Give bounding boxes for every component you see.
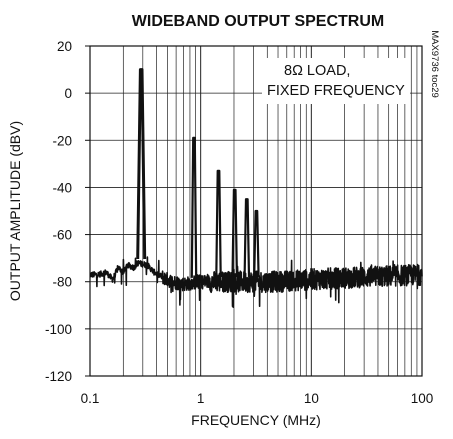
plot-frame [89, 45, 423, 377]
x-tick-label: 0.1 [81, 391, 100, 406]
x-axis-label: FREQUENCY (MHz) [191, 412, 321, 428]
y-tick-label: -20 [52, 133, 72, 148]
y-tick-label: -80 [52, 275, 72, 290]
annotation-backdrop [262, 58, 410, 104]
harmonic-peak [215, 169, 222, 278]
y-tick-label: 20 [57, 39, 72, 54]
y-tick-label: 0 [64, 86, 72, 101]
y-tick-label: -60 [52, 228, 72, 243]
x-tick-label: 10 [304, 391, 319, 406]
spectrum-trace [89, 68, 423, 308]
y-tick-label: -40 [52, 180, 72, 195]
annotation-line-1: 8Ω LOAD, [284, 63, 350, 79]
chart-title: WIDEBAND OUTPUT SPECTRUM [132, 13, 384, 30]
harmonic-peak [231, 188, 238, 278]
y-axis-ticks: 20 0 -20 -40 -60 -80 -100 -120 [45, 39, 90, 384]
x-tick-label: 1 [197, 391, 205, 406]
y-tick-label: -120 [45, 369, 72, 384]
annotation-line-2: FIXED FREQUENCY [267, 83, 405, 99]
harmonic-peak [243, 198, 251, 278]
fundamental-peak [136, 68, 147, 260]
harmonic-peak [190, 136, 198, 278]
y-tick-label: -100 [45, 322, 72, 337]
figure-id: MAX9736 toc29 [429, 30, 440, 98]
x-axis-ticks: 0.1 1 10 100 [81, 391, 434, 406]
y-axis-label: OUTPUT AMPLITUDE (dBV) [7, 121, 23, 301]
harmonic-peak [253, 209, 260, 278]
noise-floor-trace [89, 256, 423, 308]
x-tick-label: 100 [411, 391, 434, 406]
